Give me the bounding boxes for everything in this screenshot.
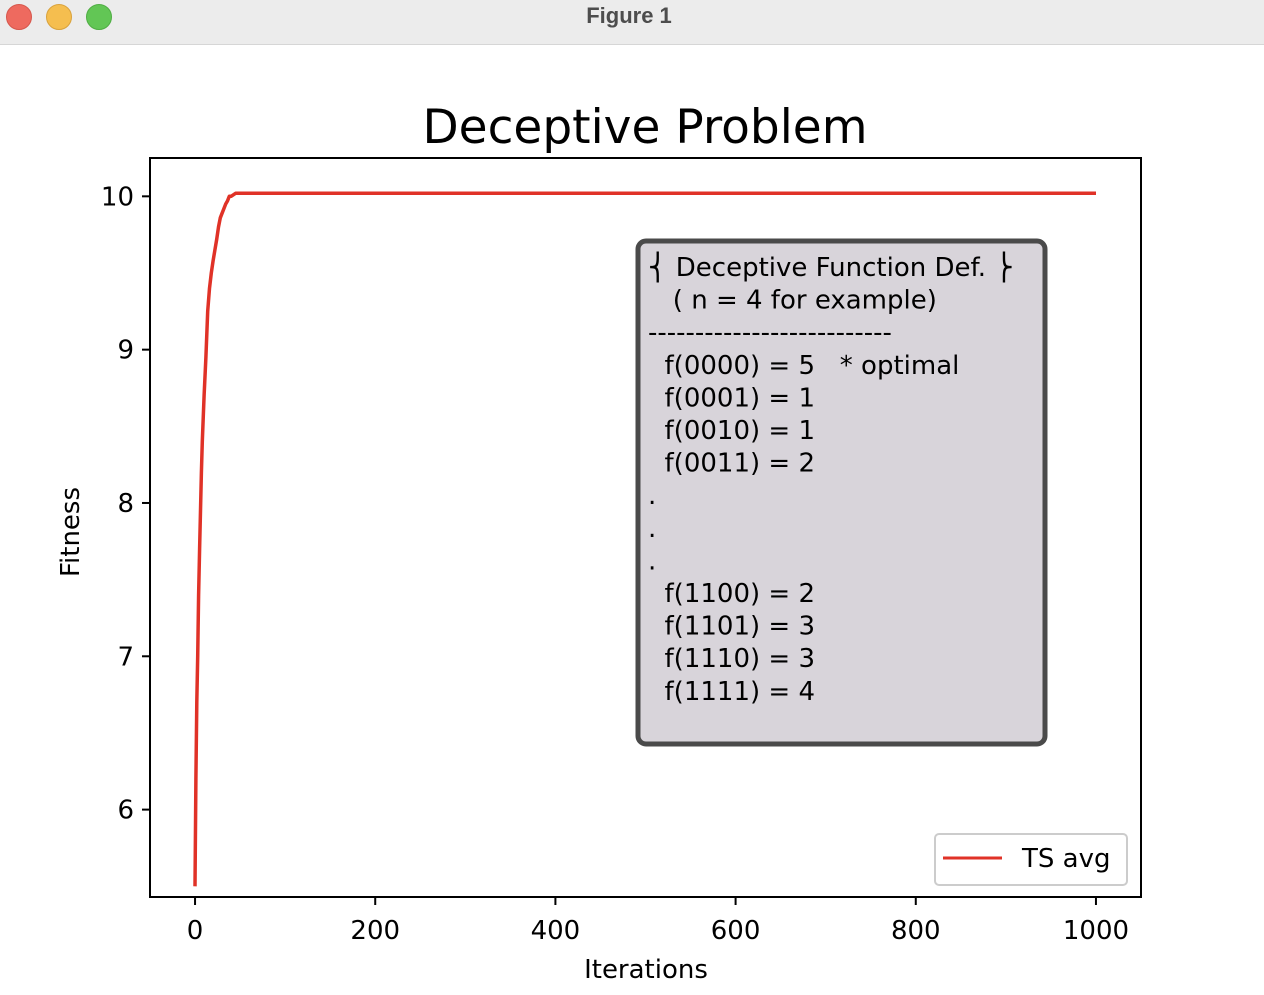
y-tick-label: 7	[117, 642, 134, 672]
y-axis-ticks: 6 7 8 9 10	[101, 182, 150, 826]
y-tick-label: 6	[117, 796, 134, 826]
y-tick-label: 9	[117, 336, 134, 366]
y-axis-label: Fitness	[56, 487, 86, 577]
annotation-line: .	[648, 481, 656, 511]
close-icon[interactable]	[6, 4, 32, 30]
y-tick-label: 10	[101, 182, 134, 212]
annotation-line: ⎨ Deceptive Function Def. ⎬	[648, 251, 1014, 283]
window-title: Figure 1	[586, 3, 672, 28]
minimize-icon[interactable]	[46, 4, 72, 30]
annotation-line: f(1100) = 2	[648, 579, 815, 609]
annotation-line: f(0000) = 5 * optimal	[648, 351, 959, 381]
annotation-line: .	[648, 546, 656, 576]
annotation-text: ⎨ Deceptive Function Def. ⎬ ( n = 4 for …	[648, 251, 1014, 707]
annotation-line: f(1101) = 3	[648, 612, 815, 642]
x-tick-label: 200	[350, 916, 400, 946]
annotation-line: --------------------------	[648, 318, 892, 348]
annotation-line: f(1111) = 4	[648, 677, 815, 707]
y-tick-label: 8	[117, 489, 134, 519]
annotation-line: f(0001) = 1	[648, 383, 815, 413]
x-tick-label: 600	[711, 916, 761, 946]
series-group	[193, 191, 1096, 887]
annotation-line: .	[648, 514, 656, 544]
annotation-background	[635, 238, 1048, 747]
window-titlebar: Figure 1	[0, 0, 1264, 45]
x-tick-label: 0	[187, 916, 204, 946]
maximize-icon[interactable]	[86, 4, 112, 30]
annotation-line: ( n = 4 for example)	[648, 286, 937, 316]
legend: TS avg	[934, 833, 1128, 886]
x-tick-label: 1000	[1063, 916, 1129, 946]
annotation-line: f(1110) = 3	[648, 644, 815, 674]
legend-label-ts-avg: TS avg	[1021, 844, 1110, 874]
annotation-line: f(0010) = 1	[648, 416, 815, 446]
annotation-line: f(0011) = 2	[648, 449, 815, 479]
x-axis-label: Iterations	[584, 955, 708, 985]
series-line-ts-avg	[193, 191, 1096, 887]
x-tick-label: 800	[891, 916, 941, 946]
line-chart: Deceptive Problem 0 200 400 600 800 1000 6 7 8 9…	[56, 100, 1142, 985]
x-axis-ticks: 0 200 400 600 800 1000	[187, 897, 1129, 946]
chart-title: Deceptive Problem	[422, 100, 867, 155]
legend-box	[934, 833, 1128, 886]
x-tick-label: 400	[531, 916, 581, 946]
annotation-box: ⎨ Deceptive Function Def. ⎬ ( n = 4 for …	[635, 238, 1048, 747]
